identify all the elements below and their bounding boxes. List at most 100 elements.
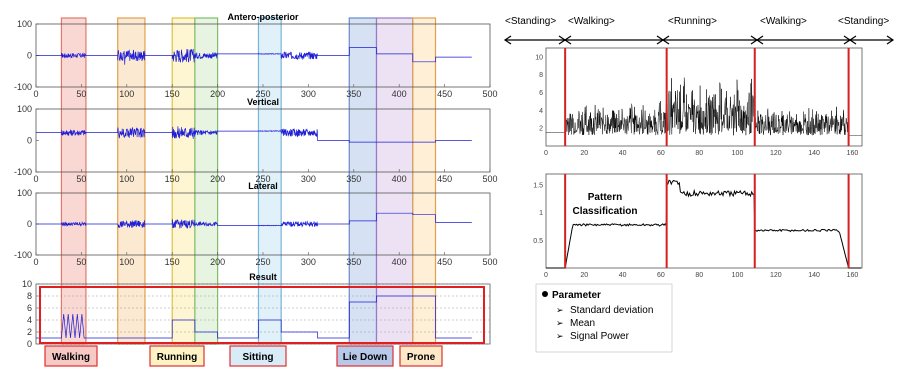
x-tick-label: 20 bbox=[580, 272, 588, 279]
y-tick-label: 6 bbox=[539, 90, 543, 97]
x-tick-label: 0 bbox=[33, 257, 38, 267]
x-tick-label: 100 bbox=[732, 272, 744, 279]
y-tick-label: 2 bbox=[539, 126, 543, 133]
x-tick-label: 40 bbox=[619, 150, 627, 157]
phase-arrow-head-left bbox=[661, 35, 670, 45]
x-tick-label: 400 bbox=[392, 257, 407, 267]
phase-arrow-2 bbox=[661, 35, 759, 45]
activity-label-box bbox=[44, 345, 98, 367]
x-tick-label: 500 bbox=[482, 257, 497, 267]
y-tick-label: 10 bbox=[535, 54, 543, 61]
phase-arrow-head-right bbox=[886, 35, 895, 45]
signal-line bbox=[36, 212, 472, 229]
y-tick-label: -100 bbox=[14, 167, 32, 177]
signal-line bbox=[546, 77, 862, 136]
y-tick-label: 8 bbox=[539, 72, 543, 79]
x-tick-label: 150 bbox=[165, 89, 180, 99]
y-tick-label: 0 bbox=[27, 339, 32, 349]
bullet-icon bbox=[542, 291, 548, 297]
x-tick-label: 300 bbox=[301, 89, 316, 99]
x-tick-label: 500 bbox=[482, 89, 497, 99]
annotation-line-1: Pattern bbox=[588, 192, 622, 203]
right-subplot-1: 1.5 1 0.5 0 20 40 60 80 100 120 140 160 Pattern Class… bbox=[533, 173, 863, 279]
subplot-title: Result bbox=[249, 272, 277, 282]
activity-label-0: Walking bbox=[44, 345, 98, 367]
phase-arrow-0 bbox=[503, 35, 567, 45]
subplot-title: Antero-posterior bbox=[227, 12, 299, 22]
y-tick-label: 0 bbox=[27, 136, 32, 146]
subplot-title: Vertical bbox=[247, 97, 279, 107]
x-tick-label: 100 bbox=[119, 89, 134, 99]
x-tick-label: 60 bbox=[657, 150, 665, 157]
x-tick-label: 140 bbox=[808, 272, 820, 279]
x-tick-label: 0 bbox=[544, 150, 548, 157]
x-tick-label: 350 bbox=[346, 89, 361, 99]
x-tick-label: 450 bbox=[437, 89, 452, 99]
x-tick-label: 0 bbox=[544, 272, 548, 279]
result-frame bbox=[39, 286, 485, 344]
y-tick-label: 6 bbox=[27, 303, 32, 313]
y-tick-label: 8 bbox=[27, 291, 32, 301]
y-tick-label: 100 bbox=[17, 188, 32, 198]
y-tick-label: 1 bbox=[539, 210, 543, 217]
activity-label-2: Sitting bbox=[229, 345, 287, 367]
subplot-title: Lateral bbox=[248, 181, 278, 191]
activity-label-text: Walking bbox=[52, 352, 90, 363]
signal-line bbox=[36, 126, 472, 143]
phase-label-0: <Standing> bbox=[505, 16, 556, 27]
x-tick-label: 250 bbox=[255, 174, 270, 184]
y-tick-label: 4 bbox=[27, 315, 32, 325]
x-tick-label: 400 bbox=[392, 174, 407, 184]
y-tick-label: 100 bbox=[17, 19, 32, 29]
signal-line bbox=[36, 295, 472, 339]
y-tick-label: 4 bbox=[539, 108, 543, 115]
x-tick-label: 80 bbox=[695, 150, 703, 157]
x-tick-label: 300 bbox=[301, 174, 316, 184]
x-tick-label: 50 bbox=[76, 174, 86, 184]
x-tick-label: 40 bbox=[619, 272, 627, 279]
activity-label-text: Running bbox=[157, 352, 198, 363]
phase-arrow-head-left bbox=[503, 35, 512, 45]
x-tick-label: 120 bbox=[770, 272, 782, 279]
activity-label-4: Prone bbox=[399, 345, 443, 367]
x-tick-label: 0 bbox=[33, 89, 38, 99]
y-tick-label: -100 bbox=[14, 82, 32, 92]
x-tick-label: 60 bbox=[657, 272, 665, 279]
x-tick-label: 200 bbox=[210, 174, 225, 184]
activity-label-box bbox=[229, 345, 287, 367]
x-tick-label: 500 bbox=[482, 174, 497, 184]
x-tick-label: 100 bbox=[732, 150, 744, 157]
x-tick-label: 120 bbox=[770, 150, 782, 157]
x-tick-label: 300 bbox=[301, 257, 316, 267]
parameter-heading: Parameter bbox=[552, 290, 601, 301]
phase-arrow-head-left bbox=[848, 35, 857, 45]
activity-region-0 bbox=[60, 17, 87, 345]
phase-arrow-head-left bbox=[755, 35, 764, 45]
x-tick-label: 200 bbox=[210, 257, 225, 267]
phase-arrow-1 bbox=[563, 35, 665, 45]
y-tick-label: 2 bbox=[27, 327, 32, 337]
x-tick-label: 50 bbox=[76, 89, 86, 99]
annotation-line-2: Classification bbox=[572, 206, 637, 217]
x-tick-label: 250 bbox=[255, 89, 270, 99]
arrow-bullet-icon: ➢ bbox=[556, 318, 564, 328]
x-tick-label: 0 bbox=[33, 174, 38, 184]
phase-arrow-4 bbox=[848, 35, 895, 45]
right-classification-panel: <Standing> <Walking> <Running> <Walking> <St… bbox=[503, 16, 895, 353]
x-tick-label: 140 bbox=[808, 150, 820, 157]
x-tick-label: 160 bbox=[847, 150, 859, 157]
activity-label-text: Prone bbox=[407, 352, 436, 363]
y-tick-label: 10 bbox=[22, 279, 32, 289]
y-tick-label: 0 bbox=[27, 51, 32, 61]
phase-arrow-3 bbox=[755, 35, 852, 45]
parameter-box bbox=[535, 283, 673, 353]
arrow-bullet-icon: ➢ bbox=[556, 331, 564, 341]
activity-label-box bbox=[149, 345, 205, 367]
parameter-list: Parameter ➢ Standard deviation ➢ Mean ➢ Signal… bbox=[535, 283, 673, 353]
right-subplot-frame bbox=[545, 173, 863, 269]
x-tick-label: 20 bbox=[580, 150, 588, 157]
x-tick-label: 450 bbox=[437, 174, 452, 184]
